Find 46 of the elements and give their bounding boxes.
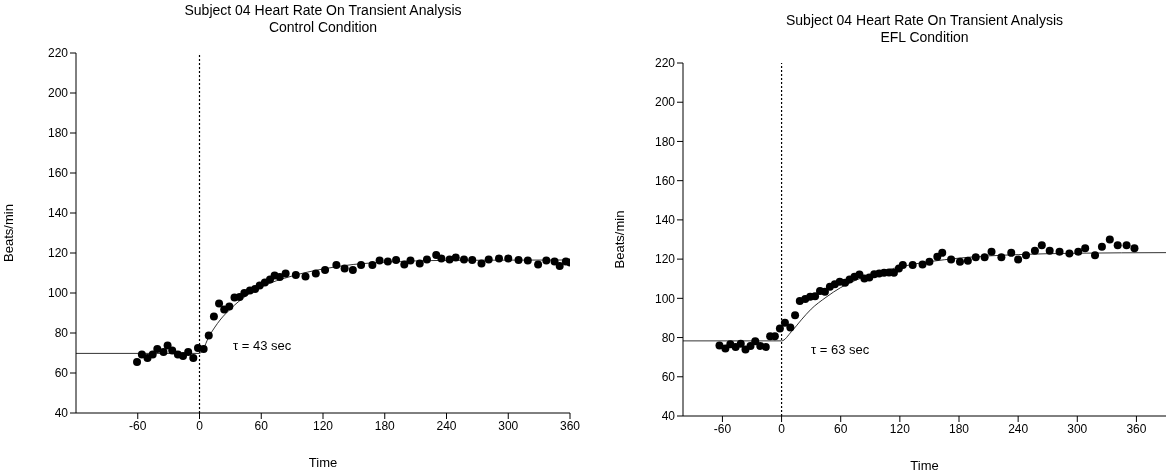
x-tick-label: 240 <box>436 418 457 433</box>
y-tick-label: 220 <box>654 56 676 71</box>
x-tick-label: -60 <box>713 421 732 436</box>
chart-subtitle: Control Condition <box>267 19 379 36</box>
y-tick-label: 140 <box>654 213 676 228</box>
y-tick-label: 40 <box>661 409 676 424</box>
chart-subtitle: EFL Condition <box>879 29 970 46</box>
y-tick-label: 60 <box>661 370 676 385</box>
x-tick-label: 360 <box>1126 421 1147 436</box>
y-tick-label: 180 <box>654 134 676 149</box>
x-tick-label: 0 <box>778 421 786 436</box>
x-tick-label: 120 <box>889 421 911 436</box>
y-tick-label: 160 <box>47 166 69 181</box>
y-axis-title: Beats/min <box>0 204 16 262</box>
x-tick-label: 180 <box>948 421 970 436</box>
x-tick-label: -60 <box>129 418 147 433</box>
y-tick-label: 40 <box>54 406 69 421</box>
x-tick-label: 60 <box>834 421 848 436</box>
x-tick-label: 240 <box>1008 421 1029 436</box>
y-tick-label: 200 <box>654 95 676 110</box>
y-tick-label: 100 <box>47 286 69 301</box>
y-tick-label: 100 <box>654 291 676 306</box>
x-tick-label: 120 <box>312 418 334 433</box>
y-tick-label: 120 <box>47 246 69 261</box>
x-tick-label: 360 <box>559 418 581 433</box>
x-axis-title: Time <box>308 455 338 470</box>
y-tick-label: 140 <box>47 206 69 221</box>
x-tick-label: 300 <box>1067 421 1088 436</box>
annotation: τ = 43 sec <box>233 338 292 353</box>
y-tick-label: 200 <box>47 86 69 101</box>
chart-title: Subject 04 Heart Rate On Transient Analysis <box>784 12 1064 29</box>
x-tick-label: 180 <box>374 418 396 433</box>
y-tick-label: 160 <box>654 173 676 188</box>
y-tick-label: 180 <box>47 126 69 141</box>
y-tick-label: 120 <box>654 252 676 267</box>
y-tick-label: 220 <box>47 46 69 61</box>
y-axis-title: Beats/min <box>611 210 627 269</box>
x-tick-label: 60 <box>254 418 269 433</box>
annotation: τ = 63 sec <box>811 342 870 357</box>
chart-title: Subject 04 Heart Rate On Transient Analysis <box>183 2 463 19</box>
x-tick-label: 0 <box>196 418 204 433</box>
y-tick-label: 80 <box>54 326 69 341</box>
x-tick-label: 300 <box>498 418 519 433</box>
x-axis-title: Time <box>910 458 939 473</box>
y-tick-label: 60 <box>54 366 69 381</box>
y-tick-label: 80 <box>661 330 676 345</box>
